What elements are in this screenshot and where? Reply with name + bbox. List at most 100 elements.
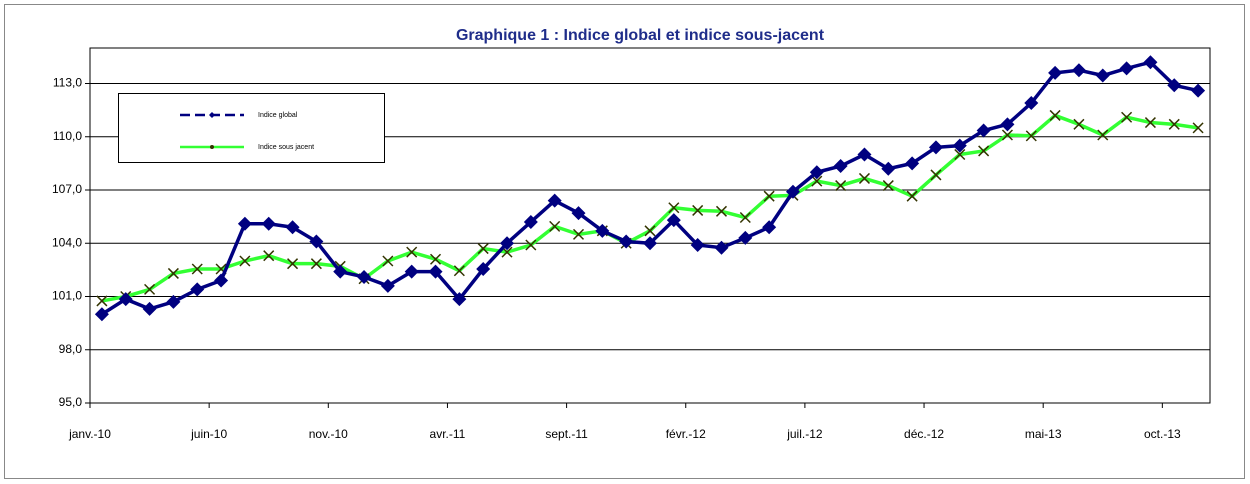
- marker: [906, 190, 918, 202]
- marker: [96, 295, 108, 307]
- marker: [1024, 96, 1039, 111]
- marker: [619, 234, 634, 249]
- marker: [118, 292, 133, 307]
- marker: [952, 138, 967, 153]
- marker: [692, 204, 704, 216]
- marker: [954, 148, 966, 161]
- marker: [1121, 111, 1133, 123]
- marker: [833, 159, 848, 174]
- y-tick-label: 104,0: [52, 235, 82, 249]
- marker: [263, 250, 275, 262]
- marker: [1048, 65, 1063, 80]
- marker: [144, 283, 156, 295]
- marker: [237, 216, 252, 231]
- marker: [406, 246, 418, 258]
- legend-label: Indice global: [258, 112, 298, 119]
- marker: [1167, 78, 1182, 93]
- marker: [668, 202, 680, 214]
- marker: [811, 175, 823, 187]
- marker: [857, 147, 872, 162]
- marker: [261, 216, 276, 231]
- marker: [549, 220, 561, 232]
- marker: [1095, 68, 1110, 83]
- marker: [357, 269, 372, 284]
- marker: [285, 220, 300, 235]
- x-tick-label: déc.-12: [904, 427, 944, 441]
- marker: [452, 292, 467, 307]
- series: [94, 55, 1206, 322]
- x-tick-label: juil.-12: [786, 427, 823, 441]
- marker: [785, 184, 800, 199]
- marker: [547, 193, 562, 208]
- legend-label: Indice sous jacent: [258, 144, 314, 151]
- marker: [477, 243, 489, 255]
- marker: [809, 165, 824, 180]
- marker: [1001, 129, 1013, 141]
- marker: [525, 239, 537, 251]
- marker: [1049, 109, 1061, 121]
- marker: [928, 140, 943, 155]
- marker: [739, 211, 751, 224]
- marker: [1191, 83, 1206, 98]
- marker: [1144, 117, 1156, 129]
- marker: [404, 264, 419, 279]
- legend: [118, 93, 385, 163]
- marker: [1000, 117, 1015, 132]
- marker: [572, 228, 585, 240]
- marker: [476, 261, 491, 276]
- x-tick-label: oct.-13: [1144, 427, 1181, 441]
- legend-marker: [210, 145, 214, 149]
- marker: [453, 265, 465, 277]
- marker: [1168, 118, 1180, 130]
- marker: [191, 263, 203, 275]
- marker: [1119, 61, 1134, 76]
- marker: [905, 156, 920, 171]
- marker: [239, 255, 251, 267]
- marker: [309, 234, 324, 249]
- marker: [1192, 122, 1204, 134]
- marker: [571, 206, 586, 221]
- marker: [595, 223, 610, 238]
- marker: [763, 190, 775, 202]
- x-tick-label: févr.-12: [666, 427, 706, 441]
- y-tick-label: 110,0: [53, 129, 82, 143]
- y-tick-label: 107,0: [52, 182, 82, 196]
- marker: [644, 225, 656, 237]
- marker: [1143, 55, 1158, 70]
- y-tick-label: 101,0: [52, 289, 82, 303]
- y-tick-label: 95,0: [59, 395, 83, 409]
- x-tick-label: nov.-10: [309, 427, 348, 441]
- marker: [882, 180, 894, 192]
- marker: [738, 230, 753, 245]
- marker: [1025, 130, 1037, 142]
- marker: [214, 273, 229, 288]
- marker: [287, 258, 299, 270]
- marker: [380, 278, 395, 293]
- marker: [500, 236, 515, 251]
- marker: [715, 205, 728, 217]
- marker: [858, 172, 870, 184]
- chart-title: Graphique 1 : Indice global et indice so…: [456, 27, 825, 44]
- marker: [978, 145, 990, 157]
- marker: [430, 253, 442, 265]
- marker: [835, 180, 847, 192]
- marker: [930, 169, 942, 181]
- marker: [428, 264, 443, 279]
- marker: [643, 236, 657, 251]
- marker: [881, 161, 896, 176]
- marker: [1097, 129, 1109, 141]
- marker: [166, 294, 181, 309]
- marker: [382, 255, 394, 267]
- x-tick-label: avr.-11: [430, 427, 466, 441]
- marker: [1071, 63, 1086, 78]
- marker: [310, 258, 322, 270]
- marker: [762, 220, 777, 235]
- marker: [690, 238, 705, 253]
- marker: [333, 264, 348, 279]
- marker: [714, 240, 729, 255]
- x-tick-label: janv.-10: [68, 427, 111, 441]
- legend-marker: [209, 112, 215, 118]
- marker: [666, 213, 681, 228]
- x-tick-label: mai-13: [1025, 427, 1062, 441]
